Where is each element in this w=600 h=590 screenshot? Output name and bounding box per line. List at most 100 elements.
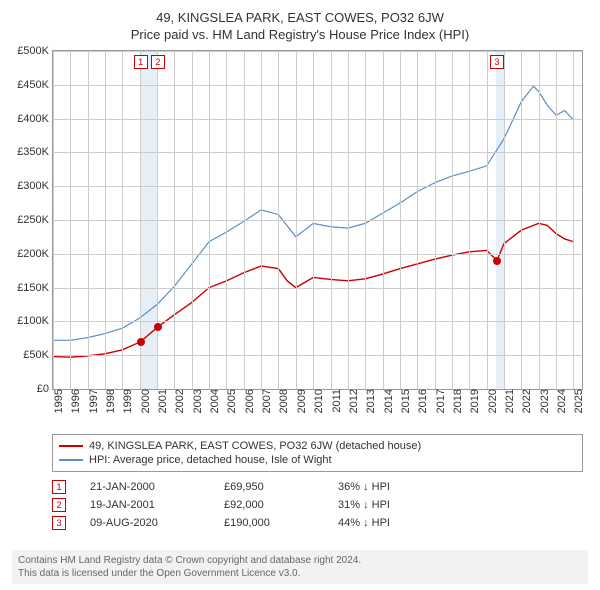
x-axis-label: 2007	[257, 389, 273, 413]
gridline-vertical	[105, 51, 106, 389]
x-axis-label: 2015	[396, 389, 412, 413]
gridline-horizontal	[53, 51, 582, 52]
y-axis-label: £350K	[17, 146, 53, 158]
sale-row: 3 09-AUG-2020 £190,000 44% ↓ HPI	[52, 514, 583, 532]
gridline-vertical	[331, 51, 332, 389]
footer-line2: This data is licensed under the Open Gov…	[18, 567, 582, 580]
gridline-vertical	[556, 51, 557, 389]
y-axis-label: £100K	[17, 315, 53, 327]
x-axis-label: 2017	[431, 389, 447, 413]
legend-box: 49, KINGSLEA PARK, EAST COWES, PO32 6JW …	[52, 434, 583, 472]
gridline-vertical	[313, 51, 314, 389]
x-axis-label: 2000	[136, 389, 152, 413]
y-axis-label: £300K	[17, 180, 53, 192]
sale-marker-label: 1	[134, 55, 148, 69]
x-axis-label: 2003	[188, 389, 204, 413]
x-axis-label: 2014	[379, 389, 395, 413]
sale-price: £190,000	[224, 517, 314, 529]
gridline-horizontal	[53, 254, 582, 255]
sale-date: 21-JAN-2000	[90, 481, 200, 493]
x-axis-label: 2022	[517, 389, 533, 413]
x-axis-label: 2009	[292, 389, 308, 413]
y-axis-label: £400K	[17, 113, 53, 125]
x-axis-label: 2011	[327, 389, 343, 413]
sales-table: 1 21-JAN-2000 £69,950 36% ↓ HPI 2 19-JAN-2001…	[52, 478, 583, 532]
gridline-vertical	[348, 51, 349, 389]
sale-hpi-note: 36% ↓ HPI	[338, 481, 390, 493]
gridline-vertical	[122, 51, 123, 389]
x-axis-label: 2013	[361, 389, 377, 413]
chart-subtitle: Price paid vs. HM Land Registry's House …	[12, 27, 588, 42]
x-axis-label: 1998	[101, 389, 117, 413]
gridline-vertical	[400, 51, 401, 389]
sale-marker-label: 2	[151, 55, 165, 69]
gridline-vertical	[244, 51, 245, 389]
gridline-vertical	[365, 51, 366, 389]
x-axis-label: 2010	[309, 389, 325, 413]
chart-area: £0£50K£100K£150K£200K£250K£300K£350K£400…	[52, 50, 583, 430]
y-axis-label: £200K	[17, 248, 53, 260]
x-axis-label: 2008	[274, 389, 290, 413]
x-axis-label: 1996	[66, 389, 82, 413]
sale-marker-dot	[137, 338, 145, 346]
x-axis-label: 1997	[84, 389, 100, 413]
sale-number-badge: 1	[52, 480, 66, 494]
plot-region: £0£50K£100K£150K£200K£250K£300K£350K£400…	[52, 50, 583, 390]
y-axis-label: £150K	[17, 282, 53, 294]
x-axis-label: 2006	[240, 389, 256, 413]
gridline-horizontal	[53, 288, 582, 289]
legend-swatch	[59, 459, 83, 461]
gridline-vertical	[70, 51, 71, 389]
gridline-horizontal	[53, 85, 582, 86]
gridline-vertical	[53, 51, 54, 389]
x-axis-label: 2018	[448, 389, 464, 413]
sale-price: £69,950	[224, 481, 314, 493]
sale-date: 09-AUG-2020	[90, 517, 200, 529]
y-axis-label: £450K	[17, 79, 53, 91]
footer-attribution: Contains HM Land Registry data © Crown c…	[12, 550, 588, 584]
x-axis-label: 2020	[483, 389, 499, 413]
legend-swatch	[59, 445, 83, 447]
gridline-vertical	[521, 51, 522, 389]
gridline-vertical	[296, 51, 297, 389]
gridline-horizontal	[53, 119, 582, 120]
gridline-vertical	[383, 51, 384, 389]
footer-line1: Contains HM Land Registry data © Crown c…	[18, 554, 582, 567]
sale-date: 19-JAN-2001	[90, 499, 200, 511]
x-axis-label: 2024	[552, 389, 568, 413]
legend-item: 49, KINGSLEA PARK, EAST COWES, PO32 6JW …	[59, 439, 576, 453]
gridline-horizontal	[53, 220, 582, 221]
sale-row: 1 21-JAN-2000 £69,950 36% ↓ HPI	[52, 478, 583, 496]
sale-hpi-note: 44% ↓ HPI	[338, 517, 390, 529]
gridline-horizontal	[53, 152, 582, 153]
y-axis-label: £50K	[23, 349, 53, 361]
y-axis-label: £500K	[17, 45, 53, 57]
chart-container: 49, KINGSLEA PARK, EAST COWES, PO32 6JW …	[0, 0, 600, 590]
gridline-vertical	[469, 51, 470, 389]
sale-number-badge: 2	[52, 498, 66, 512]
sale-row: 219-JAN-2001£92,00031% ↓ HPI	[52, 496, 583, 514]
x-axis-label: 2025	[569, 389, 585, 413]
y-axis-label: £250K	[17, 214, 53, 226]
sale-price: £92,000	[224, 499, 314, 511]
gridline-vertical	[435, 51, 436, 389]
gridline-vertical	[88, 51, 89, 389]
x-axis-label: 2012	[344, 389, 360, 413]
gridline-vertical	[573, 51, 574, 389]
gridline-horizontal	[53, 321, 582, 322]
gridline-vertical	[209, 51, 210, 389]
sale-number-badge: 3	[52, 516, 66, 530]
x-axis-label: 2019	[465, 389, 481, 413]
sale-marker-dot	[493, 257, 501, 265]
gridline-vertical	[504, 51, 505, 389]
gridline-horizontal	[53, 186, 582, 187]
gridline-vertical	[226, 51, 227, 389]
x-axis-label: 2023	[535, 389, 551, 413]
gridline-vertical	[157, 51, 158, 389]
gridline-vertical	[452, 51, 453, 389]
x-axis-label: 2021	[500, 389, 516, 413]
legend-label: HPI: Average price, detached house, Isle…	[89, 454, 332, 466]
gridline-vertical	[278, 51, 279, 389]
chart-title: 49, KINGSLEA PARK, EAST COWES, PO32 6JW	[12, 10, 588, 25]
gridline-vertical	[174, 51, 175, 389]
